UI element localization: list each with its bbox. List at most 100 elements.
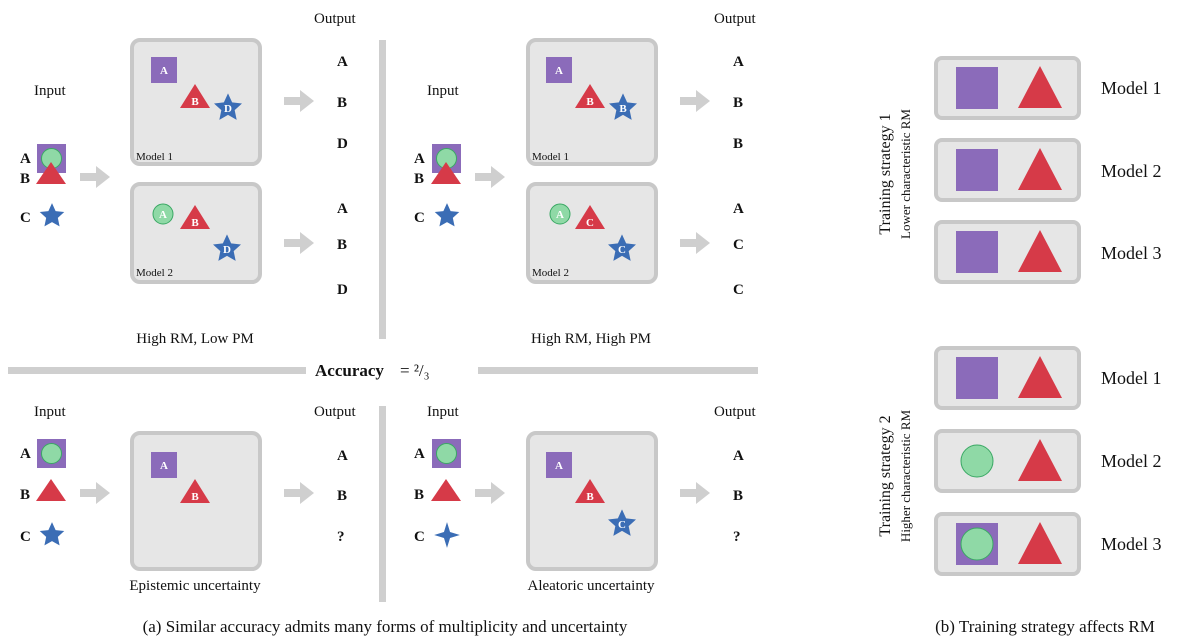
triangle-icon (180, 479, 210, 503)
output-value: B (337, 237, 347, 253)
shape-letter: B (191, 217, 199, 229)
shape-letter: C (618, 244, 626, 256)
model-label: Model 1 (136, 151, 173, 163)
input-letter-c: C (414, 529, 425, 545)
strategy-2-subtitle: Higher characteristic RM (898, 410, 913, 543)
output-value: B (337, 95, 347, 111)
triangle-icon (1018, 356, 1062, 398)
arrow-right-icon (680, 232, 710, 254)
model-label: Model 2 (1101, 161, 1162, 181)
panel-caption: Epistemic uncertainty (129, 578, 261, 594)
output-value: ? (337, 529, 345, 545)
circle-icon (549, 203, 571, 225)
arrow-right-icon (80, 482, 110, 504)
square-icon (546, 452, 572, 478)
star-icon (39, 522, 65, 546)
square-icon (546, 57, 572, 83)
horizontal-divider (478, 367, 758, 374)
arrow-right-icon (284, 232, 314, 254)
horizontal-divider (8, 367, 306, 374)
strategy-1-subtitle: Lower characteristic RM (898, 109, 913, 239)
caption-b: (b) Training strategy affects RM (935, 617, 1155, 636)
output-value: C (733, 237, 744, 253)
input-letter-b: B (20, 171, 30, 187)
input-letter-a: A (20, 151, 31, 167)
model-label: Model 3 (1101, 243, 1162, 263)
circle-icon (152, 203, 174, 225)
shape-letter: B (191, 96, 199, 108)
model-label: Model 2 (136, 267, 173, 279)
input-letter-c: C (20, 529, 31, 545)
panel-caption: Aleatoric uncertainty (527, 578, 655, 594)
shape-letter: D (223, 244, 231, 256)
output-value: ? (733, 529, 741, 545)
model-label: Model 3 (1101, 534, 1162, 554)
triangle-icon (1018, 522, 1062, 564)
input-row-a: A (20, 144, 66, 173)
arrow-right-icon (475, 166, 505, 188)
arrow-right-icon (680, 482, 710, 504)
output-value: A (733, 54, 744, 70)
accuracy-label: Accuracy (315, 361, 384, 380)
shape-letter: A (159, 209, 167, 221)
output-label: Output (314, 11, 357, 27)
panel-caption: High RM, Low PM (136, 331, 254, 347)
arrow-right-icon (680, 90, 710, 112)
output-value: B (733, 488, 743, 504)
model-label: Model 1 (532, 151, 569, 163)
triangle-icon (575, 84, 605, 108)
model-label: Model 1 (1101, 368, 1162, 388)
circle-icon (436, 443, 457, 464)
arrow-right-icon (475, 482, 505, 504)
strategy-1-title: Training strategy 1 (877, 113, 894, 234)
output-value: A (733, 448, 744, 464)
circle-icon (41, 443, 62, 464)
triangle-icon (1018, 230, 1062, 272)
accuracy-value: = ²/₃ (400, 361, 430, 380)
output-label: Output (714, 11, 757, 27)
shape-letter: A (160, 65, 168, 77)
model-label: Model 2 (532, 267, 569, 279)
output-value: C (733, 282, 744, 298)
output-value: D (337, 136, 348, 152)
circle-icon (960, 527, 994, 561)
input-label: Input (34, 83, 66, 99)
strategy-2-title: Training strategy 2 (877, 415, 894, 536)
input-letter-b: B (20, 487, 30, 503)
model-label: Model 2 (1101, 451, 1162, 471)
input-letter-a: A (414, 446, 425, 462)
shape-letter: B (619, 103, 627, 115)
triangle-icon (575, 479, 605, 503)
shape-letter: A (160, 460, 168, 472)
input-letter-b: B (414, 487, 424, 503)
output-value: B (337, 488, 347, 504)
output-label: Output (314, 404, 357, 420)
shape-letter: B (191, 491, 199, 503)
output-value: A (733, 201, 744, 217)
shape-letter: D (224, 103, 232, 115)
input-letter-c: C (414, 210, 425, 226)
input-label: Input (427, 404, 459, 420)
vertical-divider (379, 40, 386, 339)
star-icon (434, 203, 460, 227)
shape-letter: B (586, 491, 594, 503)
triangle-icon (1018, 66, 1062, 108)
model-label: Model 1 (1101, 78, 1162, 98)
shape-letter: B (586, 96, 594, 108)
input-letter-a: A (20, 446, 31, 462)
output-value: A (337, 201, 348, 217)
triangle-icon (1018, 439, 1062, 481)
triangle-icon (180, 84, 210, 108)
shape-letter: A (555, 65, 563, 77)
input-letter-c: C (20, 210, 31, 226)
triangle-icon (36, 162, 66, 184)
vertical-divider (379, 406, 386, 602)
shape-letter: A (556, 209, 564, 221)
square-icon (956, 357, 998, 399)
output-value: A (337, 448, 348, 464)
input-letter-b: B (414, 171, 424, 187)
arrow-right-icon (284, 482, 314, 504)
square-icon (956, 67, 998, 109)
